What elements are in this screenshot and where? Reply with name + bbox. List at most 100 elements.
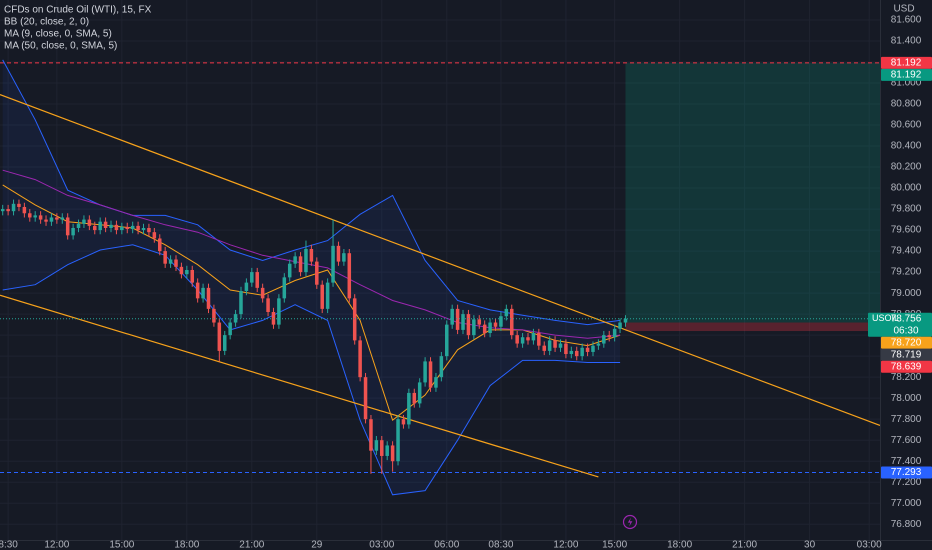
candle-body [228,322,232,336]
candle-body [217,322,222,351]
candle-body [558,343,563,348]
candle-body [477,319,482,325]
chart-title: CFDs on Crude Oil (WTI), 15, FX [4,5,152,16]
candle-body [147,227,151,233]
candle-body [28,213,32,218]
candle-body [33,215,37,218]
price-badge: 78.719 [881,348,932,361]
candle-body [185,270,189,275]
candle-body [17,203,21,207]
candle-body [520,337,525,344]
candle-body [499,316,503,327]
candle-body [179,266,184,275]
candle-body [222,335,227,351]
candle-body [11,203,16,212]
y-tick-label: 79.800 [891,204,922,215]
x-tick-label: 8:30 [0,540,18,550]
badge-box [868,312,932,337]
price-badge: 77.293 [881,466,932,479]
candle-body [504,308,509,317]
candle-body [82,219,86,224]
candle-body [120,226,124,231]
candle-body [423,361,427,383]
x-tick-label: 30 [804,540,816,550]
candle-body [412,392,417,404]
candle-body [428,361,433,388]
candle-body [38,215,43,220]
currency-label: USD [893,4,914,15]
candle-body [553,340,557,348]
y-tick-label: 76.800 [891,519,922,530]
badge-box [881,360,932,373]
badge-box [881,348,932,361]
candle-body [98,221,102,231]
candle-body [201,287,205,299]
candle-body [607,335,611,338]
candle-body [537,333,541,346]
indicator-line [2,244,621,496]
y-tick-label: 81.000 [891,78,922,89]
candle-body [71,227,75,236]
y-tick-label: 77.200 [891,477,922,488]
price-badge: 78.639 [881,360,932,373]
badge-label: 81.192 [891,69,922,80]
badge-label: 77.293 [891,467,922,478]
candle-body [87,219,92,226]
candle-body [282,277,287,299]
candle-body [564,343,568,355]
y-tick-label: 80.200 [891,162,922,173]
candle-body [515,335,519,344]
candle-body [260,287,265,299]
x-tick-label: 18:00 [174,540,199,550]
candle-body [49,217,54,222]
x-tick-label: 29 [311,540,323,550]
y-tick-label: 81.400 [891,36,922,47]
candle-body [547,340,552,351]
candle-body [466,314,471,336]
y-tick-label: 77.600 [891,435,922,446]
candle-body [385,445,389,456]
candle-body [526,337,530,341]
legend: CFDs on Crude Oil (WTI), 15, FX BB (20, … [4,5,152,52]
y-tick-label: 79.400 [891,246,922,257]
candle-body [488,322,492,334]
y-tick-label: 77.000 [891,498,922,509]
candle-body [0,209,5,212]
candle-body [591,345,595,352]
candle-body [152,232,157,239]
y-tick-label: 78.000 [891,393,922,404]
lightning-icon [622,514,638,530]
candle-body [304,248,308,273]
badge-countdown: 06:30 [893,325,918,336]
candle-body [293,256,297,264]
candle-body [439,356,444,378]
candle-body [125,226,130,230]
candle-body [602,335,606,344]
candle-body [103,221,108,228]
candle-body [396,419,400,462]
candle-body [407,392,411,425]
y-tick-label: 79.600 [891,225,922,236]
x-tick-label: 15:00 [602,540,627,550]
indicator-label: MA (9, close, 0, SMA, 5) [4,29,112,40]
candle-body [76,223,81,228]
band-fill [2,59,621,495]
candle-body [374,440,379,451]
candle-body [309,248,314,262]
candle-body [157,238,162,252]
candle-body [596,343,601,346]
x-tick-label: 18:00 [667,540,692,550]
candle-body [569,350,574,355]
plot-area [0,59,881,496]
candle-body [493,322,498,327]
y-tick-label: 78.200 [891,372,922,383]
candle-body [255,272,259,288]
x-tick-label: 03:00 [857,540,882,550]
y-tick-label: 77.400 [891,456,922,467]
y-tick-label: 77.800 [891,414,922,425]
candle-body [612,328,617,338]
candle-body [266,298,270,313]
